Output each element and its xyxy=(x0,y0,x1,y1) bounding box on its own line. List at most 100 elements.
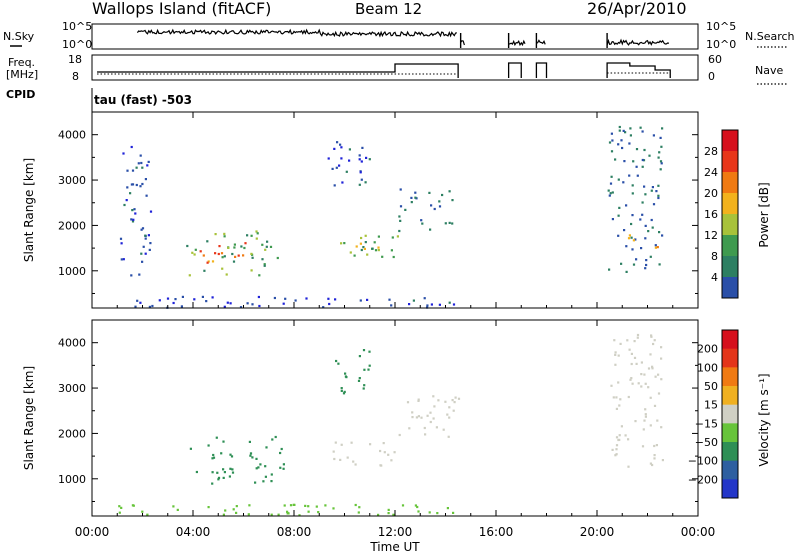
heatmap-cell xyxy=(292,503,295,506)
heatmap-cell xyxy=(441,193,444,197)
heatmap-cell xyxy=(657,194,660,197)
heatmap-cell xyxy=(447,435,450,438)
heatmap-cell xyxy=(651,226,654,229)
heatmap-cell xyxy=(417,399,420,402)
heatmap-cell xyxy=(611,218,614,221)
heatmap-cell xyxy=(130,274,133,277)
colorbar-segment xyxy=(722,130,738,152)
colorbar-tick-label: 24 xyxy=(704,166,718,179)
heatmap-cell xyxy=(331,167,334,170)
velocity-heatmap-cells xyxy=(118,333,664,517)
noise-right-label: N.Search xyxy=(745,30,795,43)
heatmap-cell xyxy=(363,247,366,250)
heatmap-cell xyxy=(366,253,369,256)
heatmap-cell xyxy=(357,379,361,382)
heatmap-cell xyxy=(189,447,192,450)
heatmap-cell xyxy=(248,440,251,443)
heatmap-cell xyxy=(618,125,621,129)
heatmap-cell xyxy=(350,441,353,444)
heatmap-cell xyxy=(627,465,630,468)
heatmap-cell xyxy=(628,348,631,351)
heatmap-cell xyxy=(229,467,232,470)
heatmap-cell xyxy=(130,183,133,186)
power-panel-frame xyxy=(91,111,699,309)
heatmap-cell xyxy=(432,417,435,420)
heatmap-cell xyxy=(637,382,640,385)
heatmap-cell xyxy=(344,375,347,378)
heatmap-cell xyxy=(188,274,191,277)
heatmap-cell xyxy=(131,209,134,212)
heatmap-cell xyxy=(654,244,657,247)
colorbar-segment xyxy=(722,172,738,194)
heatmap-cell xyxy=(640,373,643,376)
colorbar-segment xyxy=(722,256,738,278)
heatmap-cell xyxy=(640,247,643,250)
heatmap-cell xyxy=(335,359,338,363)
heatmap-cell xyxy=(660,346,663,349)
heatmap-cell xyxy=(660,162,663,165)
heatmap-cell xyxy=(270,473,273,476)
heatmap-cell xyxy=(660,426,663,429)
heatmap-cell xyxy=(374,249,378,252)
heatmap-cell xyxy=(437,399,440,402)
heatmap-cell xyxy=(263,263,266,266)
heatmap-cell xyxy=(614,363,617,366)
heatmap-cell xyxy=(172,301,175,305)
heatmap-cell xyxy=(617,143,620,146)
heatmap-cell xyxy=(186,244,189,248)
heatmap-cell xyxy=(277,513,280,516)
heatmap-cell xyxy=(657,373,660,376)
heatmap-cell xyxy=(618,438,621,441)
heatmap-cell xyxy=(620,425,623,428)
heatmap-cell xyxy=(264,465,267,468)
heatmap-cell xyxy=(645,263,648,267)
power-ylabel: Slant Range [km] xyxy=(22,158,36,262)
heatmap-cell xyxy=(617,354,620,357)
heatmap-cell xyxy=(453,401,456,404)
heatmap-cell xyxy=(643,419,646,422)
heatmap-cell xyxy=(250,234,253,237)
y-tick-label: 2000 xyxy=(58,219,86,232)
heatmap-cell xyxy=(399,188,402,191)
heatmap-cell xyxy=(401,504,405,507)
heatmap-cell xyxy=(451,399,454,402)
heatmap-cell xyxy=(377,235,380,238)
heatmap-cell xyxy=(149,210,153,213)
heatmap-cell xyxy=(659,160,663,163)
heatmap-cell xyxy=(122,152,125,155)
heatmap-cell xyxy=(631,192,634,195)
heatmap-cell xyxy=(641,165,644,168)
heatmap-cell xyxy=(180,305,183,308)
heatmap-cell xyxy=(644,267,647,270)
heatmap-cell xyxy=(135,166,138,169)
heatmap-cell xyxy=(284,297,287,300)
heatmap-cell xyxy=(408,303,411,306)
heatmap-cell xyxy=(432,395,435,398)
heatmap-cell xyxy=(404,208,407,211)
heatmap-cell xyxy=(258,274,261,277)
heatmap-cell xyxy=(451,199,454,202)
heatmap-cell xyxy=(645,259,648,262)
heatmap-cell xyxy=(399,205,403,208)
heatmap-cell xyxy=(417,398,420,401)
heatmap-cell xyxy=(141,227,145,230)
heatmap-cell xyxy=(346,456,349,459)
heatmap-cell xyxy=(639,218,642,221)
heatmap-cell xyxy=(231,252,234,256)
heatmap-cell xyxy=(249,452,253,455)
heatmap-cell xyxy=(609,182,613,185)
heatmap-cell xyxy=(216,471,219,474)
heatmap-cell xyxy=(641,445,645,448)
heatmap-cell xyxy=(644,413,647,416)
heatmap-cell xyxy=(237,254,240,257)
heatmap-cell xyxy=(615,448,618,451)
heatmap-cell xyxy=(222,476,225,479)
heatmap-cell xyxy=(337,362,340,365)
colorbar-segment xyxy=(722,423,738,443)
heatmap-cell xyxy=(429,420,432,424)
power-colorbar: 28 24 20 16 12 8 4 xyxy=(704,129,739,299)
heatmap-cell xyxy=(618,129,621,132)
heatmap-cell xyxy=(289,504,293,507)
heatmap-cell xyxy=(627,395,630,399)
colorbar-segment xyxy=(722,348,738,368)
